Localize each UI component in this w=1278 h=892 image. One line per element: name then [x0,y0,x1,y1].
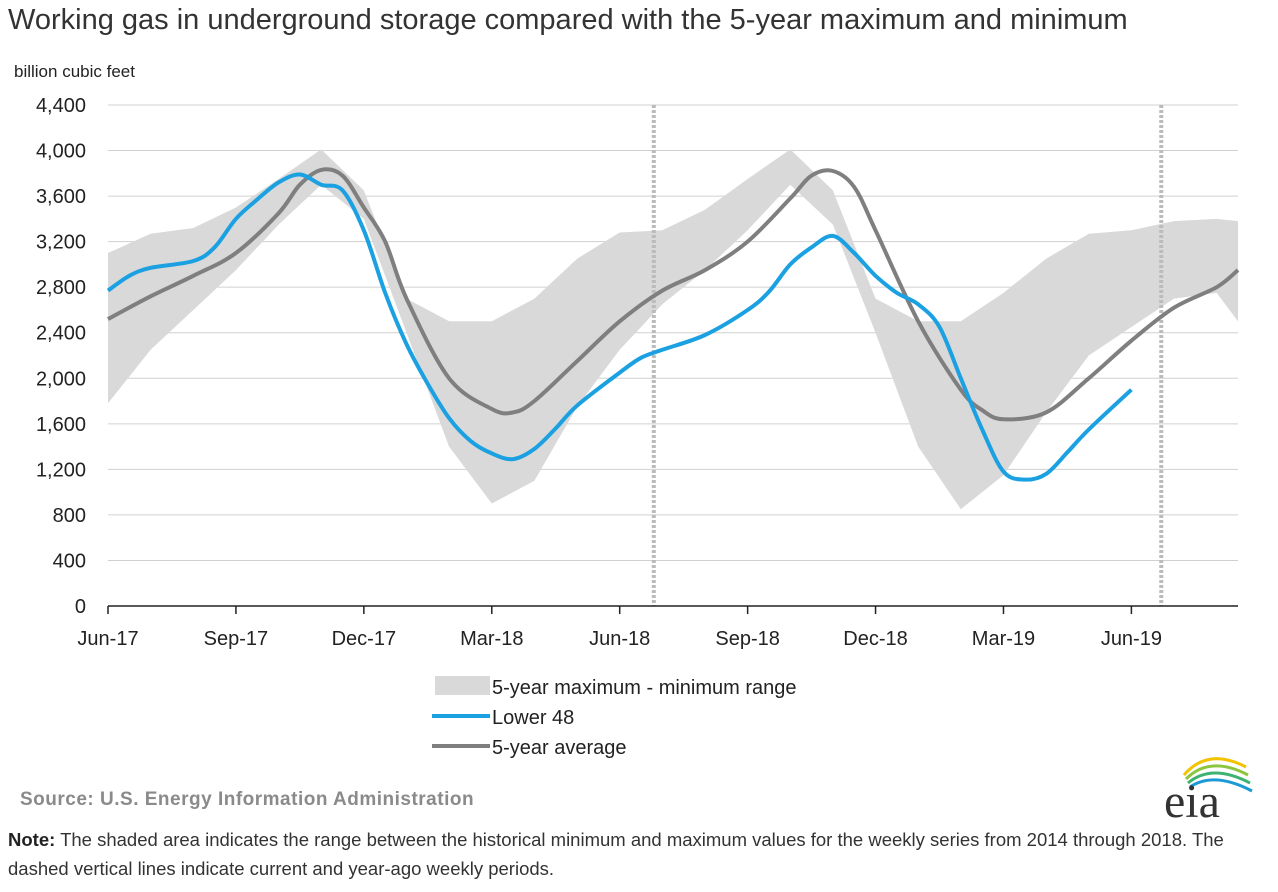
svg-text:eia: eia [1164,775,1220,825]
series-line-5-year-average [107,167,1240,422]
eia-logo-icon: eia [1164,757,1253,825]
y-tick-label: 2,000 [36,368,86,390]
legend-label-lower48: Lower 48 [492,707,574,729]
x-tick-label: Dec-18 [843,628,907,650]
range-band-layer [108,149,1238,510]
source-credit: Source: U.S. Energy Information Administ… [20,789,475,810]
y-tick-label: 400 [53,550,86,572]
x-tick-label: Jun-19 [1101,628,1162,650]
x-tick-label: Jun-17 [77,628,138,650]
y-tick-label: 2,400 [36,323,86,345]
dashed-vlines [651,105,1164,606]
x-tick-label: Jun-18 [589,628,650,650]
legend-swatch-range [435,676,490,695]
chart-plot: 0 400 800 1,200 1,600 2,000 2,400 2,800 3,200 3,6… [36,95,1240,759]
y-tick-label: 800 [53,505,86,527]
legend: 5-year maximum - minimum range Lower 48 … [432,676,797,759]
y-axis-unit-label: billion cubic feet [14,62,135,81]
x-tick-label: Sep-18 [715,628,780,650]
chart-title: Working gas in underground storage compa… [8,4,1128,36]
series-lines [106,167,1240,482]
x-tick-label: Sep-17 [204,628,269,650]
y-tick-label: 1,600 [36,414,86,436]
legend-label-range: 5-year maximum - minimum range [492,677,797,699]
x-tick-label: Mar-19 [972,628,1035,650]
y-tick-label: 3,600 [36,186,86,208]
tick-labels: 0 400 800 1,200 1,600 2,000 2,400 2,800 3,200 3,6… [36,95,1162,650]
note-text: The shaded area indicates the range betw… [8,829,1224,879]
series-line-lower-48 [106,172,1133,482]
y-tick-label: 4,400 [36,95,86,117]
y-tick-label: 4,000 [36,141,86,163]
y-tick-label: 2,800 [36,277,86,299]
x-tick-label: Dec-17 [332,628,396,650]
axes [107,605,1238,614]
range-band [108,149,1238,510]
footnote: Note: The shaded area indicates the rang… [8,825,1273,883]
x-tick-label: Mar-18 [460,628,523,650]
legend-label-average: 5-year average [492,737,627,759]
y-tick-label: 3,200 [36,232,86,254]
y-tick-label: 0 [75,596,86,618]
y-tick-label: 1,200 [36,459,86,481]
note-label: Note: [8,829,56,850]
